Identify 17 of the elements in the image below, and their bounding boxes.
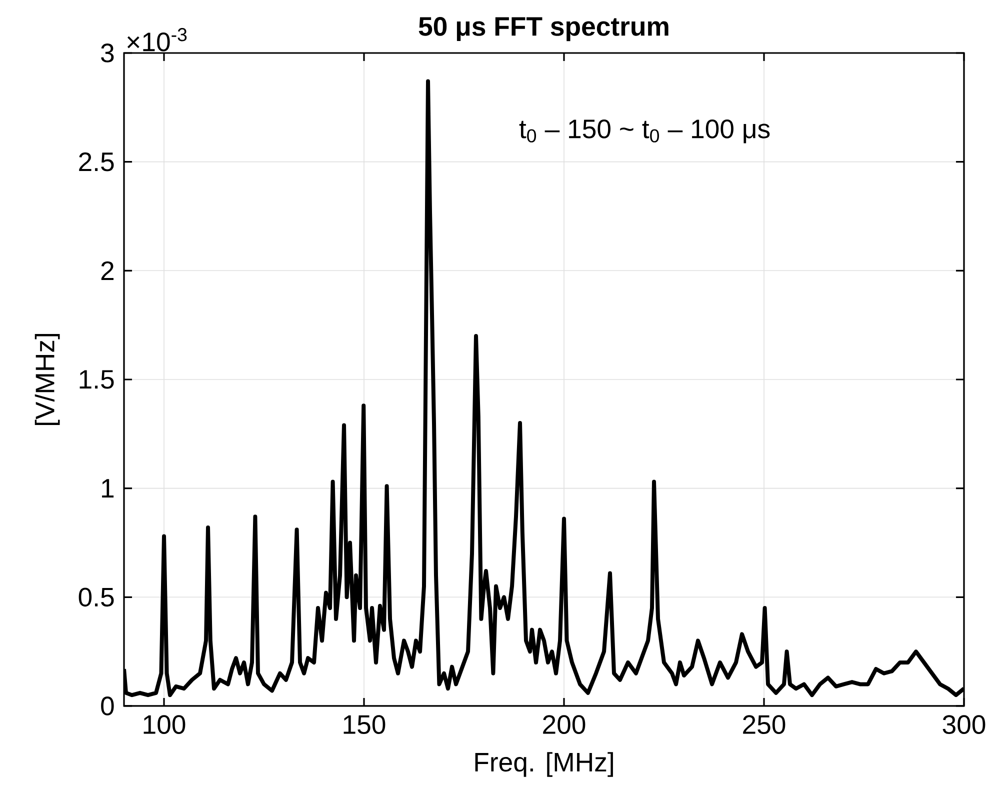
- y-tick-label: 2: [101, 261, 114, 280]
- y-tick-label: 3: [101, 44, 114, 62]
- chart-title: 50 μs FFT spectrum: [418, 17, 668, 42]
- y-axis-title: [V/MHz]: [34, 334, 60, 425]
- text: ×10$^{-3}$: [127, 28, 187, 52]
- x-tick-label: 300: [942, 715, 986, 734]
- y-tick-label: 1.5: [80, 370, 114, 389]
- annotation: t$_{0}$ – 150 ~ t$_{0}$ – 100 μs: [519, 119, 770, 144]
- x-tick-label: 150: [344, 715, 386, 734]
- x-tick-label: 200: [543, 715, 586, 734]
- y-tick-label: 0: [101, 696, 114, 716]
- y-tick-label: 1: [102, 479, 114, 498]
- x-tick-label: 250: [743, 715, 786, 734]
- y-tick-label: 0.5: [78, 588, 114, 607]
- x-axis-title: Freq. [MHz]: [475, 752, 613, 777]
- x-tick-label: 100: [144, 715, 186, 734]
- y-tick-label: 2.5: [79, 152, 114, 172]
